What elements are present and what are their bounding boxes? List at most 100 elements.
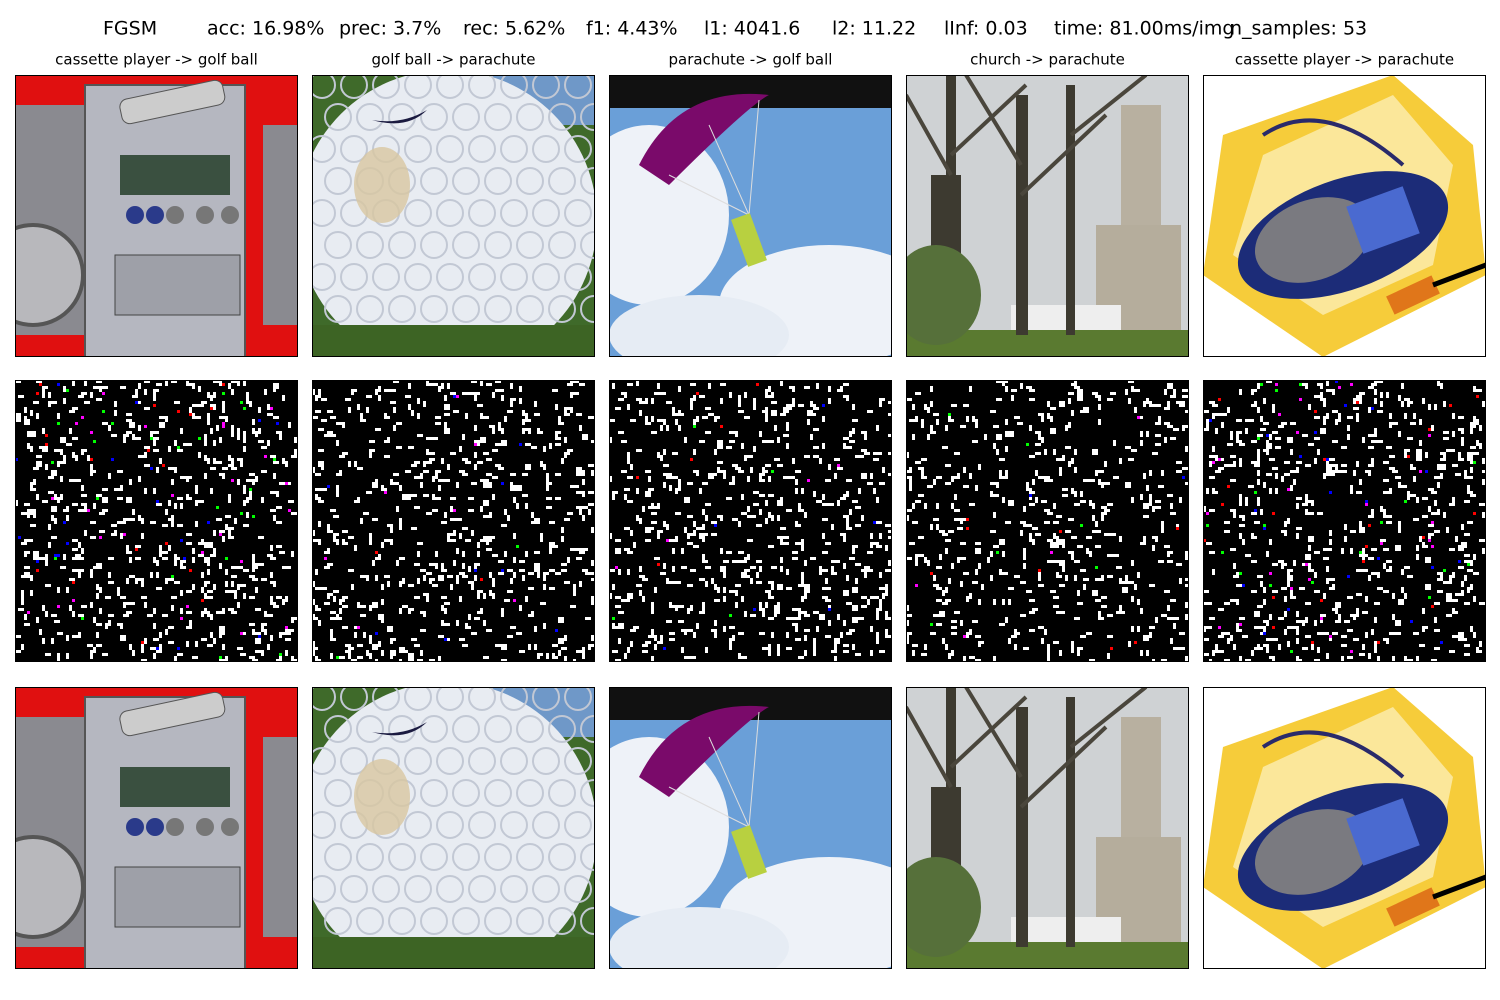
noise-pixel	[213, 548, 216, 554]
noise-pixel	[588, 464, 594, 467]
noise-pixel	[1137, 599, 1140, 605]
noise-pixel	[48, 491, 54, 494]
noise-pixel	[645, 416, 648, 422]
noise-pixel	[1230, 548, 1236, 551]
noise-pixel	[486, 629, 492, 632]
noise-pixel	[180, 560, 183, 566]
noise-pixel	[1449, 575, 1452, 581]
noise-pixel	[1305, 602, 1311, 605]
noise-pixel	[804, 629, 810, 632]
noise-pixel	[1347, 425, 1350, 431]
noise-pixel	[753, 491, 759, 494]
image-frame	[312, 687, 595, 969]
dimple	[324, 715, 352, 743]
noise-pixel	[708, 383, 711, 389]
noise-pixel	[243, 380, 246, 386]
noise-pixel	[51, 614, 57, 617]
noise-pixel	[192, 404, 198, 407]
noise-pixel	[1020, 383, 1023, 389]
noise-pixel	[435, 497, 441, 500]
noise-pixel	[942, 590, 945, 596]
noise-pixel	[993, 545, 999, 548]
noise-pixel	[564, 581, 570, 584]
noise-pixel	[993, 656, 996, 662]
noise-pixel	[1383, 563, 1386, 569]
noise-pixel	[870, 650, 873, 656]
noise-pixel	[1212, 569, 1215, 575]
noise-pixel	[117, 470, 123, 473]
noise-pixel	[312, 416, 318, 419]
noise-pixel	[93, 617, 96, 623]
noise-pixel	[477, 551, 480, 557]
noise-pixel	[120, 533, 123, 539]
noise-pixel	[348, 536, 354, 539]
noise-pixel	[204, 608, 207, 614]
noise-pixel	[1149, 584, 1155, 587]
noise-pixel	[723, 626, 726, 632]
noise-pixel	[213, 530, 216, 536]
noise-pixel	[207, 596, 213, 599]
noise-pixel	[780, 539, 783, 545]
noise-pixel	[1431, 521, 1434, 524]
noise-pixel	[225, 557, 228, 560]
noise-pixel	[1395, 620, 1398, 626]
noise-pixel	[42, 386, 48, 389]
noise-pixel	[948, 413, 951, 416]
noise-pixel	[651, 431, 657, 434]
noise-pixel	[525, 413, 528, 419]
noise-pixel	[573, 659, 576, 662]
noise-pixel	[441, 620, 444, 626]
noise-pixel	[888, 560, 891, 566]
noise-pixel	[621, 440, 627, 443]
noise-pixel	[1479, 602, 1485, 605]
noise-pixel	[921, 458, 927, 461]
noise-pixel	[141, 647, 144, 653]
noise-pixel	[720, 440, 723, 446]
noise-pixel	[168, 641, 174, 644]
noise-pixel	[393, 473, 399, 476]
noise-pixel	[768, 494, 774, 497]
noise-pixel	[216, 425, 219, 431]
noise-pixel	[249, 575, 255, 578]
noise-pixel	[1107, 575, 1113, 578]
noise-pixel	[951, 503, 954, 509]
image-frame	[312, 75, 595, 357]
noise-pixel	[189, 413, 192, 416]
noise-pixel	[576, 650, 582, 653]
noise-pixel	[450, 539, 456, 542]
noise-pixel	[378, 641, 381, 647]
noise-pixel	[1335, 464, 1338, 470]
noise-pixel	[276, 383, 279, 389]
noise-pixel	[99, 512, 105, 515]
bush	[906, 245, 981, 345]
cloud	[609, 737, 729, 917]
noise-pixel	[201, 611, 204, 617]
noise-pixel	[480, 539, 486, 542]
noise-pixel	[633, 626, 639, 629]
noise-pixel	[777, 515, 780, 521]
noise-pixel	[831, 566, 834, 572]
noise-pixel	[444, 608, 447, 614]
noise-pixel	[1329, 539, 1332, 545]
noise-pixel	[642, 644, 648, 647]
noise-pixel	[1011, 389, 1017, 392]
noise-pixel	[717, 587, 720, 593]
noise-pixel	[843, 563, 846, 569]
noise-pixel	[1023, 524, 1029, 527]
noise-pixel	[1206, 512, 1209, 515]
noise-pixel	[1296, 611, 1299, 617]
noise-pixel	[783, 410, 789, 413]
noise-pixel	[288, 629, 291, 635]
noise-pixel	[1041, 500, 1047, 503]
noise-pixel	[561, 536, 564, 542]
knob	[221, 818, 239, 836]
noise-pixel	[174, 503, 177, 509]
dimple	[356, 843, 384, 871]
noise-pixel	[573, 392, 579, 395]
noise-pixel	[24, 539, 30, 542]
noise-pixel	[684, 437, 687, 443]
noise-pixel	[1173, 623, 1176, 629]
noise-pixel	[207, 569, 210, 575]
noise-pixel	[945, 587, 948, 593]
noise-pixel	[450, 497, 456, 500]
